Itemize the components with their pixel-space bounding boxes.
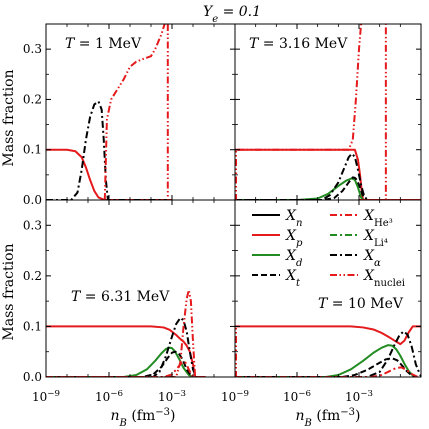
panel-title: T = 3.16 MeV [249,36,348,52]
legend-label-nuclei: Xnuclei [363,268,405,289]
series-nuclei [166,24,172,200]
y-tick-label: 0.0 [23,370,42,384]
legend-label-d: Xd [285,248,303,269]
series-d [235,177,364,200]
x-tick-label: 10−6 [95,389,123,404]
x-tick-label: 10−6 [283,389,311,404]
series-alpha [235,330,421,377]
legend-label-alpha: Xα [363,248,381,269]
series-d [46,346,194,377]
legend-label-n: Xn [285,208,302,229]
series-alpha [235,152,369,200]
panel-frame [234,199,422,378]
series-p [46,325,206,377]
series-alpha [46,316,198,377]
series-alpha [46,100,170,200]
x-tick-label: 10−3 [345,389,373,404]
panel-title: T = 10 MeV [318,296,404,312]
x-axis-label-left: nB (fm−3) [111,407,176,429]
series-He3 [46,360,195,377]
x-tick-label: 10−9 [32,389,60,404]
y-tick-label: 0.3 [23,218,42,232]
panel-title: T = 6.31 MeV [71,289,170,305]
series-p [235,148,421,200]
legend-label-p: Xp [285,228,303,249]
panel-1: 0.0 0.1 0.2 0.3 T = 1 MeV [23,23,236,207]
figure-title: Ye = 0.1 [203,4,261,25]
y-tick-label: 0.1 [23,319,42,333]
y-axis-label-bottom: Mass fraction [1,243,17,340]
y-tick-label: 0.2 [23,269,42,283]
panel-2: T = 3.16 MeV [234,23,422,201]
series-nuclei [359,24,387,200]
series-p [46,148,170,200]
panel-4: 10−9 10−6 10−3 T = 10 MeV [221,199,422,404]
y-tick-label: 0.0 [23,193,42,207]
series-t [46,350,194,377]
x-tick-label: 10−9 [221,389,249,404]
legend-label-t: Xt [285,268,301,289]
series-nuclei [46,289,206,377]
x-tick-label: 10−3 [158,389,186,404]
panel-3: 0.0 0.1 0.2 0.3 10−9 10−6 10−3 T = 6.31 MeV [23,199,236,404]
legend-label-Li4: XLi⁴ [363,228,388,249]
legend-label-He3: XHe³ [363,208,393,229]
series-nuclei [103,24,166,200]
series-p [235,325,421,346]
legend: Xn XHe³ Xp XLi⁴ Xd Xα Xt Xnuclei [252,208,405,289]
panel-title: T = 1 MeV [65,36,142,52]
y-tick-label: 0.2 [23,92,42,106]
y-tick-label: 0.1 [23,143,42,157]
series-t [235,357,418,377]
y-tick-label: 0.3 [23,42,42,56]
series-t [235,176,367,200]
series-He3 [235,366,421,377]
x-axis-label-right: nB (fm−3) [296,407,361,429]
y-axis-label-top: Mass fraction [1,69,17,166]
series-d [235,344,418,377]
